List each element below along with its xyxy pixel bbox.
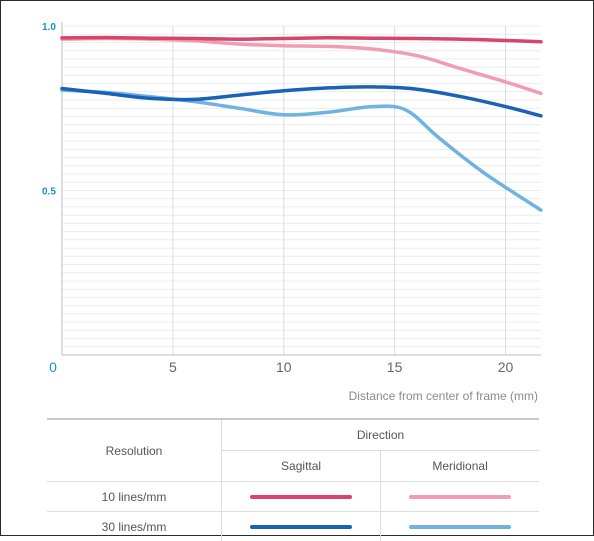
x-tick-label: 15 — [387, 359, 403, 375]
legend-row-label: 30 lines/mm — [47, 512, 222, 541]
legend-swatch-30-meridional — [409, 525, 511, 529]
legend-table: Resolution Direction Sagittal Meridional… — [47, 418, 539, 541]
legend-direction-header: Direction — [222, 419, 540, 451]
x-tick-label: 5 — [169, 359, 177, 375]
series-lines — [62, 38, 541, 211]
legend-swatch-cell — [222, 512, 381, 541]
legend-row-label: 10 lines/mm — [47, 482, 222, 512]
series-line-30-lines-mm-sagittal — [62, 87, 541, 116]
legend-resolution-header: Resolution — [47, 419, 222, 482]
x-tick-label: 0 — [49, 359, 57, 375]
legend-swatch-cell — [381, 482, 539, 512]
legend-swatch-30-sagittal — [250, 525, 352, 529]
y-tick-label: 0.5 — [42, 187, 56, 198]
legend-swatch-10-sagittal — [250, 495, 352, 499]
mtf-chart: 0.5 1.0 0 5 10 15 20 Distance from center of f… — [1, 1, 594, 411]
series-line-10-lines-mm-sagittal — [62, 38, 541, 42]
legend-swatch-cell — [381, 512, 539, 541]
legend-sagittal-header: Sagittal — [222, 451, 381, 482]
x-tick-label: 20 — [498, 359, 514, 375]
legend-meridional-header: Meridional — [381, 451, 539, 482]
y-tick-label: 1.0 — [42, 22, 56, 33]
legend-swatch-cell — [222, 482, 381, 512]
grid — [62, 26, 541, 355]
x-tick-label: 10 — [276, 359, 292, 375]
x-axis-label: Distance from center of frame (mm) — [349, 389, 538, 403]
legend-swatch-10-meridional — [409, 495, 511, 499]
series-line-10-lines-mm-meridional — [62, 39, 541, 94]
